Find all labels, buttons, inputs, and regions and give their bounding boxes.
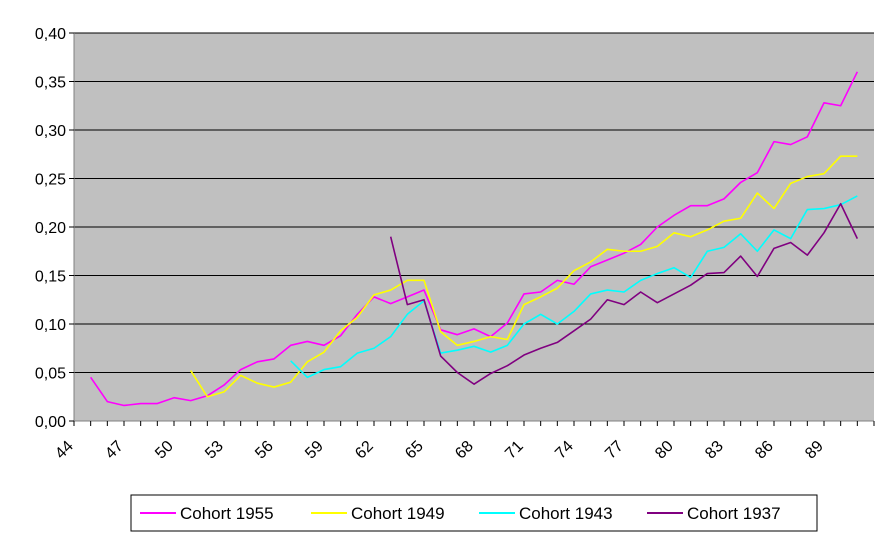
legend-box — [130, 494, 818, 532]
y-axis-ticks: 0,00 0,05 0,10 0,15 0,20 0,25 0,30 0,35 0,40 — [35, 26, 74, 431]
y-tick-label: 0,00 — [35, 414, 66, 431]
series-line — [90, 71, 859, 407]
y-tick-label: 0,10 — [35, 317, 66, 334]
series-line — [389, 202, 859, 385]
y-tick-label: 0,30 — [35, 123, 66, 140]
legend-label: Cohort 1943 — [519, 504, 613, 523]
y-tick-label: 0,15 — [35, 269, 66, 286]
y-tick-label: 0,20 — [35, 220, 66, 237]
y-tick-label: 0,25 — [35, 172, 66, 189]
y-tick-label: 0,05 — [35, 366, 66, 383]
y-tick-label: 0,40 — [35, 26, 66, 43]
series-line — [290, 195, 858, 379]
y-tick-label: 0,35 — [35, 75, 66, 92]
legend: Cohort 1955 Cohort 1949 Cohort 1943 Cohort … — [130, 494, 818, 532]
legend-label: Cohort 1949 — [351, 504, 445, 523]
series-line — [189, 155, 858, 398]
series-lines — [90, 71, 859, 407]
legend-label: Cohort 1955 — [180, 504, 274, 523]
grid-lines — [74, 32, 874, 373]
legend-label: Cohort 1937 — [687, 504, 781, 523]
